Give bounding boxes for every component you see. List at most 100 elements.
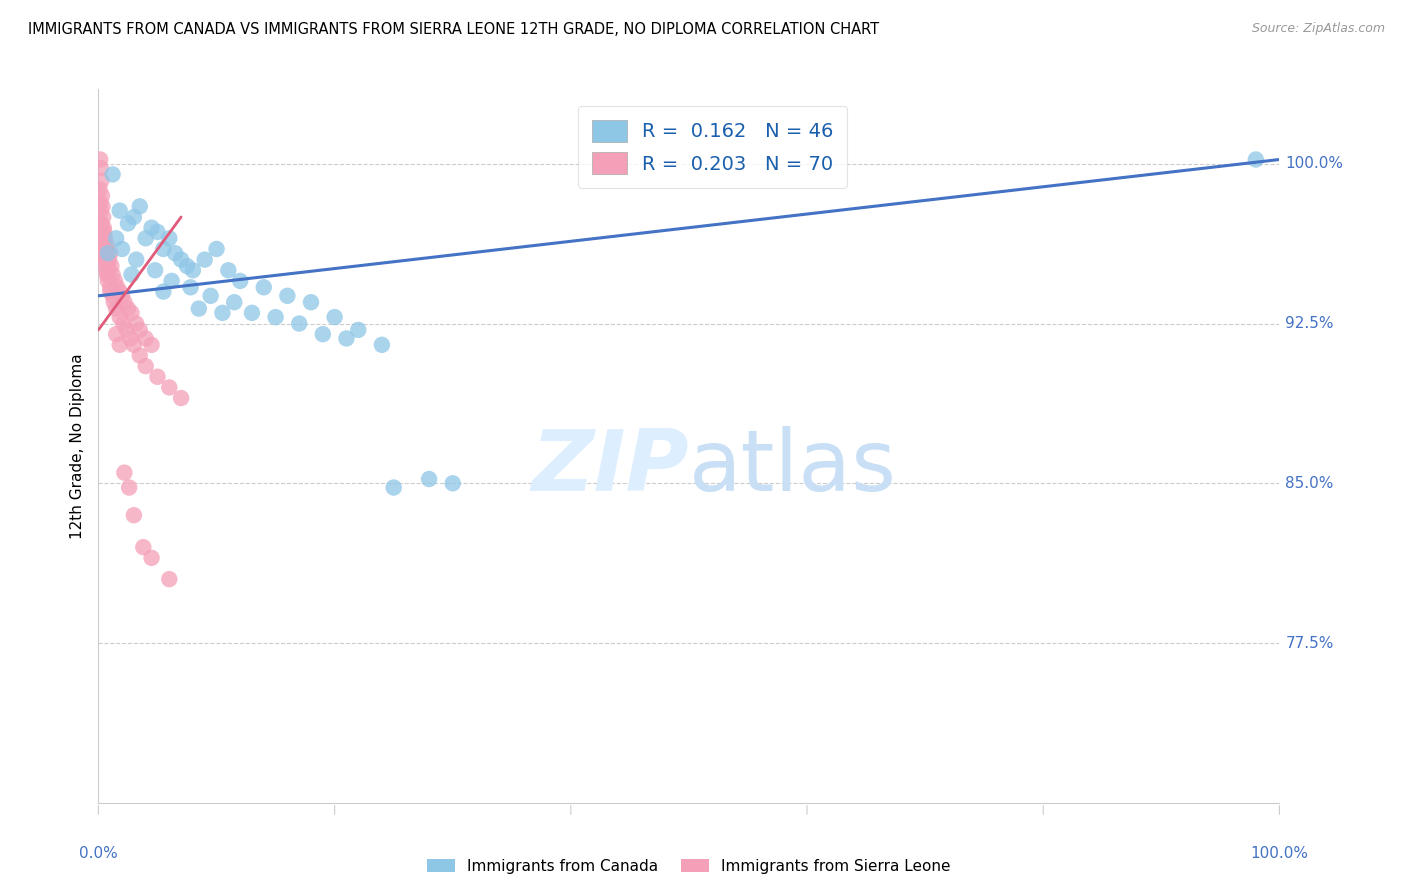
Text: atlas: atlas [689, 425, 897, 509]
Point [94, 242, 117, 256]
Point [104, 274, 127, 288]
Point [108, 310, 131, 325]
Point [112, 317, 135, 331]
Point [96, 237, 118, 252]
Point [90, 216, 112, 230]
Text: 100.0%: 100.0% [1250, 846, 1309, 861]
Point [347, 323, 370, 337]
Point [111, 242, 134, 256]
Point [105, 280, 128, 294]
Point [253, 280, 276, 294]
Point [160, 274, 183, 288]
Point [1244, 153, 1267, 167]
Point [90, 161, 112, 175]
Point [97, 246, 120, 260]
Point [382, 481, 405, 495]
Point [121, 268, 143, 282]
Text: Source: ZipAtlas.com: Source: ZipAtlas.com [1251, 22, 1385, 36]
Point [96, 263, 118, 277]
Point [157, 231, 180, 245]
Legend: R =  0.162   N = 46, R =  0.203   N = 70: R = 0.162 N = 46, R = 0.203 N = 70 [578, 106, 848, 188]
Point [122, 338, 145, 352]
Point [152, 242, 174, 256]
Point [103, 295, 125, 310]
Text: 92.5%: 92.5% [1285, 316, 1334, 331]
Point [180, 280, 202, 294]
Point [90, 174, 112, 188]
Point [146, 225, 169, 239]
Point [97, 268, 120, 282]
Point [101, 289, 124, 303]
Point [224, 295, 246, 310]
Point [117, 216, 139, 230]
Point [100, 259, 122, 273]
Point [141, 550, 163, 565]
Point [120, 331, 142, 345]
Point [108, 285, 131, 299]
Point [89, 153, 111, 167]
Point [98, 246, 121, 260]
Point [97, 274, 120, 288]
Text: 0.0%: 0.0% [79, 846, 118, 861]
Point [122, 508, 145, 523]
Point [111, 289, 134, 303]
Point [157, 380, 180, 394]
Point [135, 231, 157, 245]
Point [96, 268, 118, 282]
Point [101, 268, 124, 282]
Point [187, 301, 209, 316]
Point [91, 199, 114, 213]
Text: 100.0%: 100.0% [1285, 156, 1343, 171]
Point [94, 259, 117, 273]
Point [108, 338, 131, 352]
Point [89, 182, 111, 196]
Point [101, 168, 124, 182]
Point [93, 252, 115, 267]
Point [141, 338, 163, 352]
Point [98, 252, 121, 267]
Point [115, 323, 138, 337]
Point [229, 274, 252, 288]
Point [105, 231, 128, 245]
Point [122, 210, 145, 224]
Point [91, 188, 114, 202]
Point [335, 331, 357, 345]
Point [135, 359, 157, 373]
Point [94, 246, 117, 260]
Text: 85.0%: 85.0% [1285, 475, 1334, 491]
Point [217, 263, 239, 277]
Point [181, 263, 204, 277]
Point [288, 317, 311, 331]
Point [91, 231, 114, 245]
Point [157, 572, 180, 586]
Point [146, 369, 169, 384]
Point [132, 540, 155, 554]
Point [97, 263, 120, 277]
Point [89, 195, 111, 210]
Point [128, 199, 150, 213]
Point [194, 252, 217, 267]
Point [141, 220, 163, 235]
Point [165, 246, 187, 260]
Point [299, 295, 322, 310]
Point [211, 306, 233, 320]
Point [121, 306, 143, 320]
Point [125, 252, 148, 267]
Point [90, 216, 112, 230]
Text: 77.5%: 77.5% [1285, 635, 1334, 650]
Point [94, 252, 117, 267]
Text: IMMIGRANTS FROM CANADA VS IMMIGRANTS FROM SIERRA LEONE 12TH GRADE, NO DIPLOMA CO: IMMIGRANTS FROM CANADA VS IMMIGRANTS FRO… [28, 22, 879, 37]
Point [112, 295, 135, 310]
Point [108, 203, 131, 218]
Point [91, 237, 114, 252]
Point [418, 472, 440, 486]
Point [93, 246, 115, 260]
Point [96, 252, 118, 267]
Point [323, 310, 346, 325]
Point [93, 225, 115, 239]
Point [118, 481, 141, 495]
Text: ZIP: ZIP [531, 425, 689, 509]
Point [98, 280, 121, 294]
Point [105, 301, 128, 316]
Point [93, 220, 115, 235]
